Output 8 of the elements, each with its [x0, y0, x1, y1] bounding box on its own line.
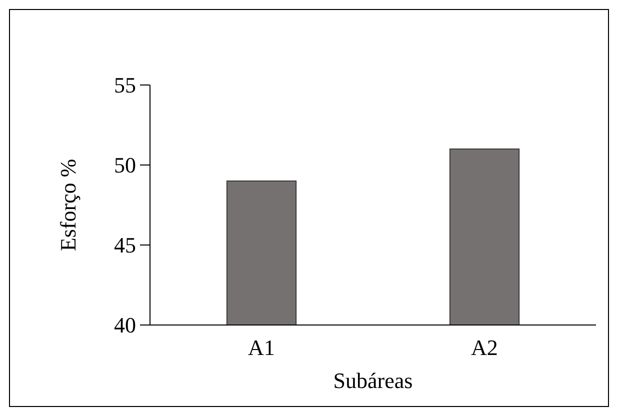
- y-tick-label: 55: [114, 72, 136, 98]
- y-axis-title: Esforço %: [56, 158, 81, 252]
- x-tick-label: A2: [471, 335, 498, 360]
- y-tick-label: 50: [114, 152, 136, 178]
- x-tick-label: A1: [248, 335, 275, 360]
- y-tick-label: 40: [114, 312, 136, 338]
- x-axis-title: Subáreas: [333, 368, 413, 393]
- y-tick-label: 45: [114, 232, 136, 258]
